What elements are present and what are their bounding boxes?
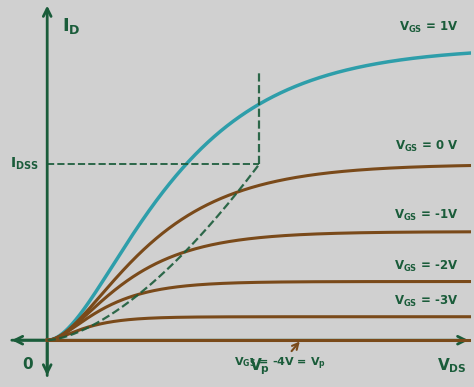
Text: $\mathbf{V_{GS}}$ = -4V = V$\mathbf{_p}$: $\mathbf{V_{GS}}$ = -4V = V$\mathbf{_p}$ [235, 343, 327, 372]
Text: $\mathbf{V_p}$: $\mathbf{V_p}$ [249, 356, 270, 377]
Text: $\mathbf{V_{GS}}$ = -2V: $\mathbf{V_{GS}}$ = -2V [394, 259, 458, 274]
Text: $\mathbf{V_{GS}}$ = -3V: $\mathbf{V_{GS}}$ = -3V [394, 294, 458, 309]
Text: $\mathbf{V_{DS}}$: $\mathbf{V_{DS}}$ [438, 356, 467, 375]
Text: $\mathbf{0}$: $\mathbf{0}$ [22, 356, 34, 372]
Text: $\mathbf{V_{GS}}$ = 1V: $\mathbf{V_{GS}}$ = 1V [399, 20, 458, 35]
Text: $\mathbf{V_{GS}}$ = -1V: $\mathbf{V_{GS}}$ = -1V [394, 208, 458, 223]
Text: $\mathbf{V_{GS}}$ = 0 V: $\mathbf{V_{GS}}$ = 0 V [395, 139, 458, 154]
Text: $\mathbf{I_{DSS}}$: $\mathbf{I_{DSS}}$ [10, 156, 39, 172]
Text: $\mathbf{I_D}$: $\mathbf{I_D}$ [62, 16, 81, 36]
